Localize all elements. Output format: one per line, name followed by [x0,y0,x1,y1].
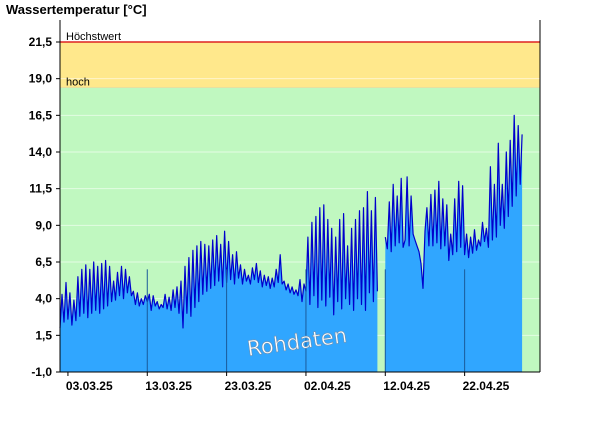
zone-above-max [60,20,540,42]
series-line-0 [59,191,378,329]
y-tick-label: 6,5 [35,255,52,269]
y-tick-label: 16,5 [29,108,53,122]
series-area-fill-1 [385,115,523,373]
series-area [59,114,523,373]
y-tick-label: 21,5 [29,35,53,49]
y-axis-ticks: -1,0 1,5 4,0 6,5 9,0 11,5 14,0 16,5 19,0 21,5 [29,35,60,379]
y-tick-label: 19,0 [29,72,53,86]
y-tick-label: 4,0 [35,292,52,306]
x-tick-label: 13.03.25 [145,379,192,393]
y-tick-label: 11,5 [29,182,52,196]
y-tick-label: 9,0 [35,218,52,232]
y-tick-label: 14,0 [29,145,53,159]
x-tick-label: 03.03.25 [66,379,113,393]
y-tick-label: 1,5 [35,328,52,342]
x-tick-label: 23.03.25 [225,379,272,393]
y-tick-label: -1,0 [31,365,52,379]
zone-hoch-bis-hoechstwert [60,42,540,88]
threshold-lines: Höchstwert hoch [60,31,540,88]
x-tick-label: 12.04.25 [383,379,430,393]
threshold-label-0: Höchstwert [66,31,121,43]
series-area-fill-0 [60,191,378,372]
threshold-label-1: hoch [66,76,90,88]
chart-title: Wassertemperatur [°C] [6,2,147,17]
series-line-1 [384,114,523,289]
x-axis-ticks: 03.03.25 13.03.25 23.03.25 02.04.25 12.04.25… [66,372,510,393]
x-tick-label: 22.04.25 [463,379,510,393]
x-tick-label: 02.04.25 [304,379,351,393]
